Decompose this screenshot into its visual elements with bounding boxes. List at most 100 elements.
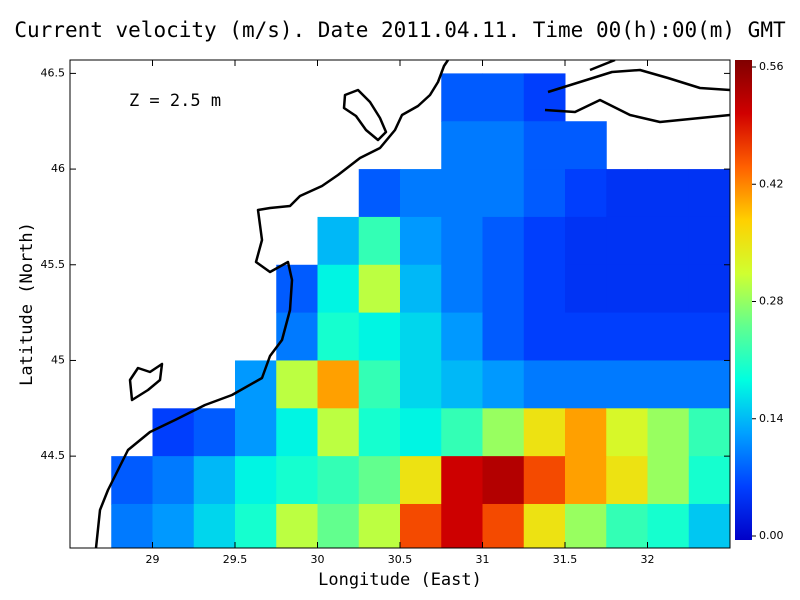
velocity-cell	[523, 264, 566, 314]
velocity-cell	[400, 169, 442, 218]
velocity-cell	[358, 312, 401, 361]
velocity-cell	[523, 121, 566, 170]
velocity-cell	[358, 216, 401, 266]
velocity-cell	[317, 408, 360, 457]
velocity-cell	[565, 456, 607, 505]
velocity-cell	[565, 360, 607, 409]
colorbar	[735, 60, 752, 540]
velocity-cell	[565, 408, 607, 457]
velocity-cell	[358, 360, 401, 409]
velocity-cell	[647, 503, 690, 548]
depth-annotation: Z = 2.5 m	[129, 91, 221, 111]
velocity-cell	[111, 456, 153, 505]
velocity-cell	[441, 169, 483, 218]
velocity-cell	[523, 73, 566, 122]
velocity-cell	[565, 503, 607, 548]
velocity-cell	[688, 503, 730, 548]
velocity-cell	[523, 169, 566, 218]
velocity-cell	[482, 360, 525, 409]
velocity-cell	[152, 408, 195, 457]
velocity-field	[111, 73, 730, 548]
velocity-cell	[606, 408, 648, 457]
velocity-cell	[647, 456, 690, 505]
velocity-cell	[688, 169, 730, 218]
y-tick-label: 46	[51, 162, 65, 175]
velocity-cell	[565, 169, 607, 218]
velocity-cell	[152, 456, 195, 505]
velocity-cell	[523, 216, 566, 266]
y-tick-label: 46.5	[41, 66, 66, 79]
velocity-cell	[441, 503, 483, 548]
velocity-cell	[276, 408, 318, 457]
velocity-cell	[565, 216, 607, 266]
velocity-cell	[482, 312, 525, 361]
velocity-cell	[400, 360, 442, 409]
velocity-cell	[276, 456, 318, 505]
velocity-cell	[482, 456, 525, 505]
velocity-cell	[441, 360, 483, 409]
velocity-cell	[193, 456, 236, 505]
velocity-cell	[235, 408, 277, 457]
velocity-cell	[317, 456, 360, 505]
velocity-cell	[606, 360, 648, 409]
velocity-cell	[400, 312, 442, 361]
velocity-cell	[606, 312, 648, 361]
velocity-cell	[400, 264, 442, 314]
velocity-cell	[441, 121, 483, 170]
velocity-cell	[441, 216, 483, 266]
colorbar-tick-label: 0.42	[759, 177, 784, 190]
x-tick-label: 30	[311, 553, 325, 566]
x-tick-label: 31.5	[553, 553, 578, 566]
velocity-cell	[688, 456, 730, 505]
velocity-cell	[400, 216, 442, 266]
velocity-cell	[358, 169, 401, 218]
velocity-cell	[400, 408, 442, 457]
y-tick-label: 45.5	[41, 258, 66, 271]
velocity-cell	[358, 503, 401, 548]
velocity-cell	[523, 503, 566, 548]
velocity-cell	[441, 456, 483, 505]
velocity-cell	[647, 312, 690, 361]
colorbar-tick-label: 0.14	[759, 412, 784, 425]
velocity-cell	[276, 360, 318, 409]
velocity-cell	[441, 312, 483, 361]
velocity-cell	[358, 456, 401, 505]
velocity-cell	[482, 73, 525, 122]
y-axis-label: Latitude (North)	[17, 222, 37, 386]
velocity-cell	[647, 169, 690, 218]
velocity-cell	[523, 312, 566, 361]
velocity-cell	[317, 264, 360, 314]
velocity-cell	[193, 408, 236, 457]
velocity-cell	[565, 312, 607, 361]
velocity-cell	[317, 360, 360, 409]
x-tick-label: 31	[476, 553, 490, 566]
y-tick-label: 44.5	[41, 449, 66, 462]
velocity-cell	[647, 216, 690, 266]
velocity-cell	[606, 264, 648, 314]
velocity-cell	[606, 169, 648, 218]
velocity-cell	[235, 503, 277, 548]
velocity-cell	[441, 408, 483, 457]
velocity-cell	[358, 408, 401, 457]
velocity-cell	[523, 360, 566, 409]
velocity-cell	[358, 264, 401, 314]
velocity-cell	[400, 456, 442, 505]
velocity-cell	[482, 121, 525, 170]
velocity-cell	[482, 216, 525, 266]
velocity-cell	[647, 360, 690, 409]
velocity-cell	[482, 264, 525, 314]
chart-title: Current velocity (m/s). Date 2011.04.11.…	[14, 18, 786, 42]
velocity-cell	[235, 456, 277, 505]
velocity-cell	[317, 216, 360, 266]
x-tick-label: 29	[146, 553, 160, 566]
velocity-cell	[688, 360, 730, 409]
velocity-cell	[688, 408, 730, 457]
velocity-cell	[606, 503, 648, 548]
velocity-cell	[317, 312, 360, 361]
velocity-cell	[482, 408, 525, 457]
colorbar-tick-label: 0.28	[759, 295, 784, 308]
coastline	[94, 60, 730, 548]
velocity-cell	[688, 264, 730, 314]
velocity-cell	[688, 312, 730, 361]
